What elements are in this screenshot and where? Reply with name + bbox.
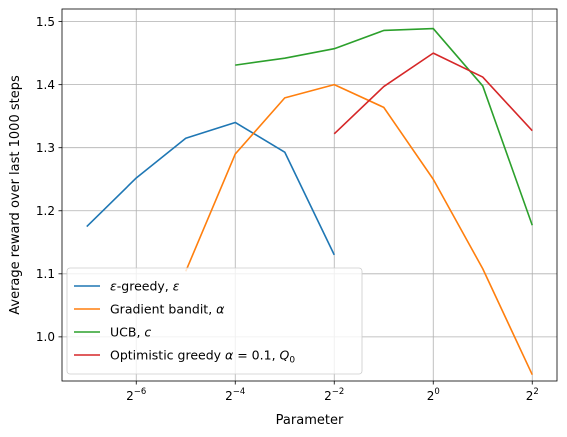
legend-entry-gradient-bandit: Gradient bandit, α xyxy=(74,302,225,317)
y-tick-label: 1.2 xyxy=(36,204,55,218)
y-tick-label: 1.1 xyxy=(36,267,55,281)
plot-frame xyxy=(61,8,558,382)
x-tick-label: 2−2 xyxy=(324,387,344,403)
series-lines xyxy=(86,27,534,376)
y-axis-label: Average reward over last 1000 steps xyxy=(8,75,23,315)
y-axis-ticks: 1.0 1.1 1.2 1.3 1.4 1.5 xyxy=(36,15,62,344)
legend-label: UCB, c xyxy=(110,325,151,340)
x-axis-label: Parameter xyxy=(276,413,344,428)
y-tick-label: 1.3 xyxy=(36,141,55,155)
series-line-ucb xyxy=(235,27,534,226)
x-tick-label: 2−4 xyxy=(225,387,245,403)
x-tick-label: 20 xyxy=(427,387,440,403)
y-tick-label: 1.0 xyxy=(36,330,55,344)
legend-label: Optimistic greedy α = 0.1, Q0 xyxy=(110,348,295,366)
y-tick-label: 1.5 xyxy=(36,15,55,29)
x-tick-label: 22 xyxy=(526,387,539,403)
y-tick-label: 1.4 xyxy=(36,78,55,92)
legend-label: Gradient bandit, α xyxy=(110,302,225,317)
legend-entry-epsilon-greedy: ε-greedy, ε xyxy=(74,279,180,294)
legend: ε-greedy, ε Gradient bandit, α UCB, c Optim… xyxy=(66,267,363,375)
series-line-epsilon-greedy xyxy=(86,121,335,256)
legend-box xyxy=(66,267,363,375)
legend-entry-ucb: UCB, c xyxy=(74,325,151,340)
legend-label: ε-greedy, ε xyxy=(110,279,180,294)
grid xyxy=(62,9,557,381)
series-line-gradient-bandit xyxy=(185,83,533,376)
series-line-optimistic-greedy xyxy=(333,52,533,135)
x-tick-label: 2−6 xyxy=(126,387,146,403)
legend-entry-optimistic-greedy: Optimistic greedy α = 0.1, Q0 xyxy=(74,348,295,366)
x-axis-ticks: 2−6 2−4 2−2 20 22 xyxy=(126,381,539,403)
